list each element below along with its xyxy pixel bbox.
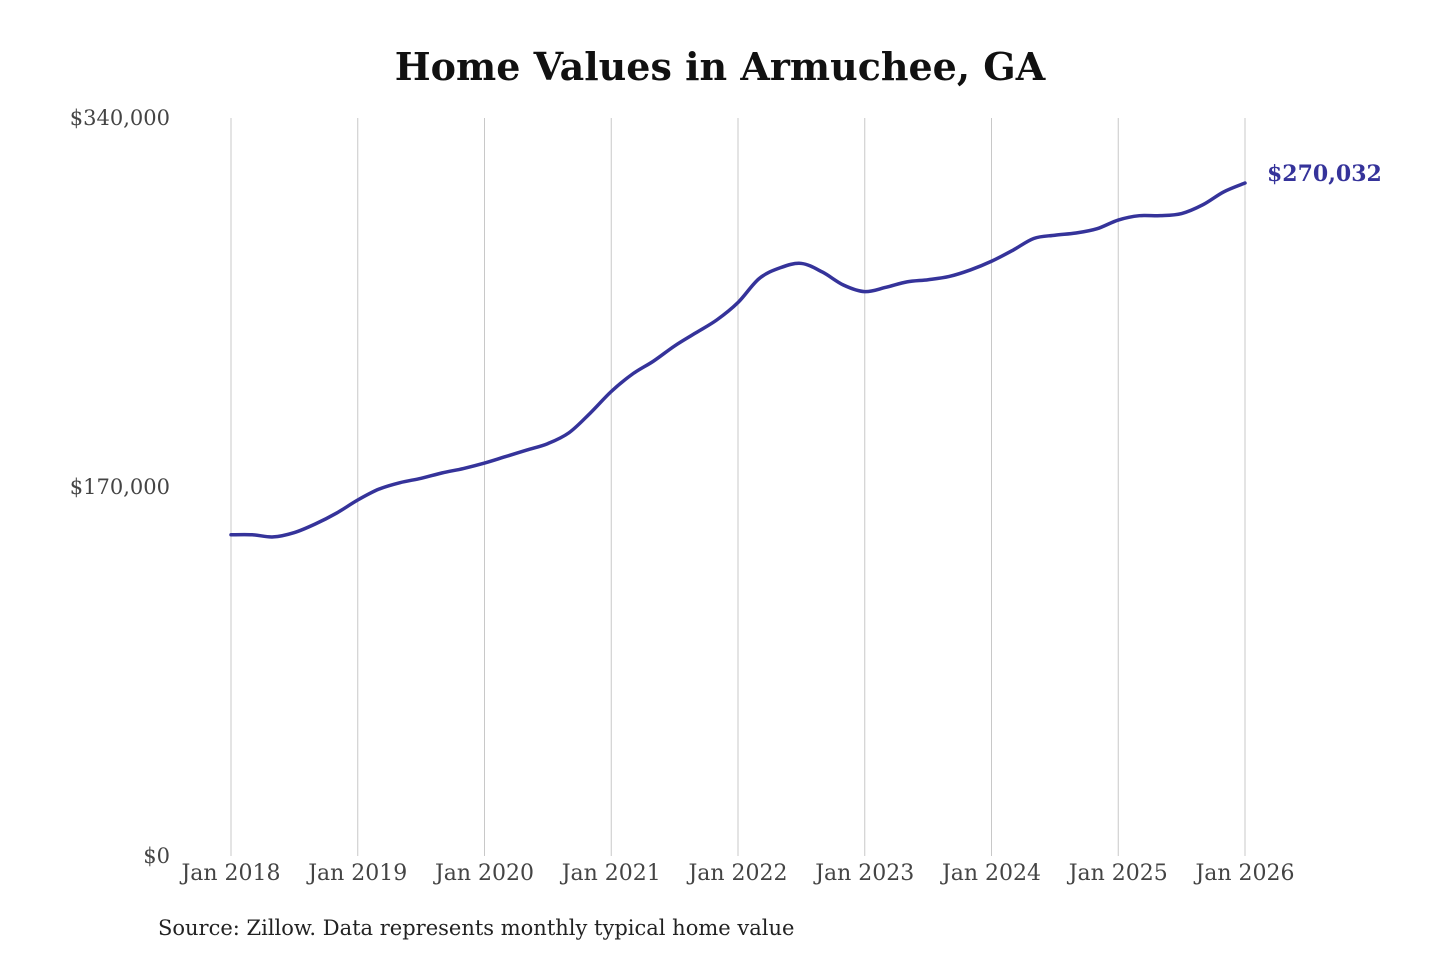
x-tick-label: Jan 2023: [813, 861, 914, 886]
x-tick-label: Jan 2025: [1067, 861, 1168, 886]
x-tick-label: Jan 2019: [306, 861, 407, 886]
y-tick-label: $0: [143, 844, 170, 868]
series-layer: $270,032: [229, 161, 1382, 539]
y-tick-label: $170,000: [70, 475, 170, 499]
series-line-0: [229, 181, 1247, 539]
x-tick-label: Jan 2020: [433, 861, 534, 886]
x-tick-label: Jan 2018: [179, 861, 280, 886]
x-tick-label: Jan 2022: [686, 861, 787, 886]
grid-lines: [230, 118, 1246, 856]
end-value-label: $270,032: [1267, 161, 1382, 187]
chart-title: Home Values in Armuchee, GA: [394, 44, 1046, 89]
x-tick-label: Jan 2021: [560, 861, 661, 886]
x-tick-label: Jan 2024: [940, 861, 1041, 886]
axis-labels: Jan 2018 Jan 2019 Jan 2020 Jan 2021 Jan 2022…: [70, 106, 1295, 886]
y-tick-label: $340,000: [70, 106, 170, 130]
x-tick-label: Jan 2026: [1193, 861, 1294, 886]
source-note: Source: Zillow. Data represents monthly …: [158, 916, 795, 940]
